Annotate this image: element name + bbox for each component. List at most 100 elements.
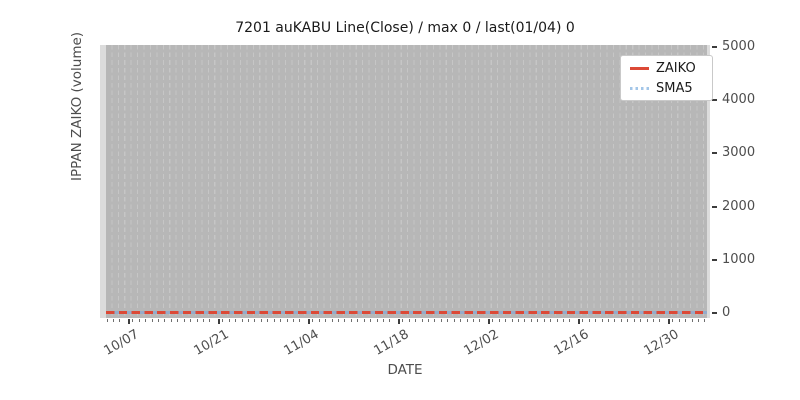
x-minor-tick	[415, 319, 416, 322]
x-minor-tick	[107, 319, 108, 322]
x-minor-tick	[524, 319, 525, 322]
legend-label: SMA5	[656, 80, 693, 96]
x-minor-tick	[338, 319, 339, 322]
x-minor-tick	[473, 319, 474, 322]
x-minor-tick	[441, 319, 442, 322]
x-minor-tick	[332, 319, 333, 322]
x-minor-tick	[357, 319, 358, 322]
y-tick-mark	[712, 46, 717, 48]
x-minor-tick	[505, 319, 506, 322]
x-minor-tick	[422, 319, 423, 322]
x-minor-tick	[537, 319, 538, 322]
zaiko-line-swatch	[630, 66, 649, 70]
x-minor-tick	[402, 319, 403, 322]
y-tick-label: 1000	[722, 252, 756, 267]
x-minor-tick	[261, 319, 262, 322]
sma5-line-swatch	[630, 86, 649, 90]
y-tick-mark	[712, 312, 717, 314]
x-minor-tick	[377, 319, 378, 322]
x-minor-tick	[602, 319, 603, 322]
x-minor-tick	[139, 319, 140, 322]
plot-background	[106, 45, 707, 318]
x-minor-tick	[434, 319, 435, 322]
x-minor-tick	[647, 319, 648, 322]
x-major-tick	[128, 319, 130, 324]
x-minor-tick	[589, 319, 590, 322]
x-minor-tick	[672, 319, 673, 322]
x-minor-tick	[550, 319, 551, 322]
x-minor-tick	[299, 319, 300, 322]
x-minor-tick	[512, 319, 513, 322]
x-minor-tick	[454, 319, 455, 322]
x-minor-tick	[190, 319, 191, 322]
y-tick-mark	[712, 206, 717, 208]
x-minor-tick	[582, 319, 583, 322]
x-minor-tick	[325, 319, 326, 322]
x-minor-tick	[119, 319, 120, 322]
x-minor-tick	[152, 319, 153, 322]
x-minor-tick	[389, 319, 390, 322]
x-major-tick	[308, 319, 310, 324]
x-tick-label: 10/07	[101, 327, 142, 359]
sma5-series-line	[106, 311, 707, 314]
x-minor-tick	[634, 319, 635, 322]
x-minor-tick	[280, 319, 281, 322]
x-minor-tick	[312, 319, 313, 322]
x-minor-tick	[499, 319, 500, 322]
y-tick-mark	[712, 99, 717, 101]
x-major-tick	[578, 319, 580, 324]
x-minor-tick	[518, 319, 519, 322]
x-minor-tick	[370, 319, 371, 322]
x-minor-tick	[274, 319, 275, 322]
x-minor-tick	[595, 319, 596, 322]
y-tick-label: 3000	[722, 145, 756, 160]
x-tick-label: 12/02	[461, 327, 502, 359]
legend-item-sma5: SMA5	[621, 81, 712, 96]
x-minor-tick	[177, 319, 178, 322]
x-minor-tick	[229, 319, 230, 322]
x-tick-label: 11/04	[281, 327, 322, 359]
x-minor-tick	[158, 319, 159, 322]
legend-item-zaiko: ZAIKO	[621, 61, 712, 76]
x-minor-tick	[627, 319, 628, 322]
x-minor-tick	[479, 319, 480, 322]
x-minor-tick	[222, 319, 223, 322]
x-minor-tick	[132, 319, 133, 322]
y-tick-label: 0	[722, 305, 731, 320]
legend-label: ZAIKO	[656, 60, 696, 76]
x-tick-label: 11/18	[371, 327, 412, 359]
x-minor-tick	[293, 319, 294, 322]
x-minor-tick	[692, 319, 693, 322]
x-minor-tick	[653, 319, 654, 322]
x-minor-tick	[492, 319, 493, 322]
x-minor-tick	[659, 319, 660, 322]
x-tick-label: 10/21	[191, 327, 232, 359]
x-minor-tick	[197, 319, 198, 322]
x-minor-tick	[344, 319, 345, 322]
x-minor-tick	[698, 319, 699, 322]
x-minor-tick	[409, 319, 410, 322]
x-minor-tick	[621, 319, 622, 322]
x-tick-label: 12/16	[551, 327, 592, 359]
x-major-tick	[218, 319, 220, 324]
y-tick-label: 5000	[722, 39, 756, 54]
y-tick-label: 2000	[722, 199, 756, 214]
y-tick-label: 4000	[722, 92, 756, 107]
x-major-tick	[668, 319, 670, 324]
x-minor-tick	[113, 319, 114, 322]
x-minor-tick	[569, 319, 570, 322]
x-minor-tick	[254, 319, 255, 322]
y-tick-mark	[712, 259, 717, 261]
x-minor-tick	[383, 319, 384, 322]
x-minor-tick	[319, 319, 320, 322]
chart-title: 7201 auKABU Line(Close) / max 0 / last(0…	[235, 20, 575, 36]
x-minor-tick	[428, 319, 429, 322]
x-major-tick	[398, 319, 400, 324]
x-minor-tick	[679, 319, 680, 322]
x-minor-tick	[242, 319, 243, 322]
x-minor-tick	[685, 319, 686, 322]
legend: ZAIKO SMA5	[620, 55, 713, 101]
x-minor-tick	[351, 319, 352, 322]
x-minor-tick	[209, 319, 210, 322]
